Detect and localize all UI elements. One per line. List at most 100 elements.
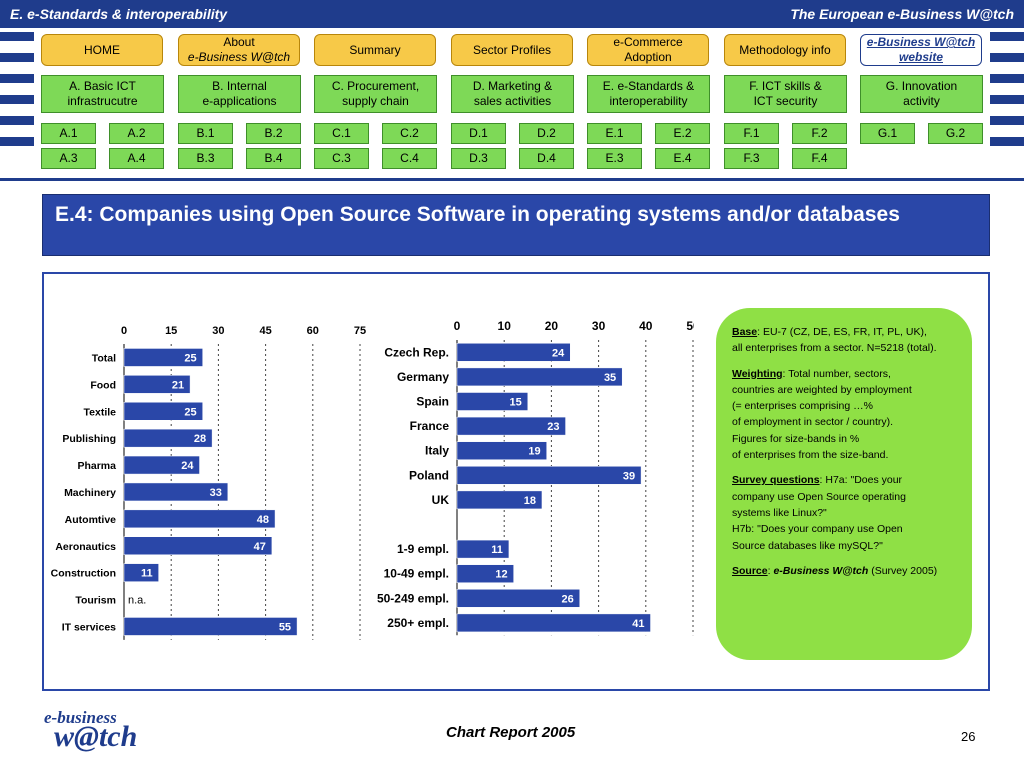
bar — [456, 490, 543, 510]
subsection-button-e-3[interactable]: E.3 — [587, 148, 642, 169]
value-label: 11 — [141, 568, 153, 580]
category-label: 10-49 empl. — [384, 567, 449, 581]
subsection-button-e-4[interactable]: E.4 — [655, 148, 710, 169]
category-button-f[interactable]: F. ICT skills & ICT security — [724, 75, 847, 113]
bar — [456, 343, 571, 362]
category-label: France — [410, 419, 450, 433]
bar — [123, 536, 273, 555]
x-tick-label: 30 — [592, 319, 606, 333]
subsection-button-g-2[interactable]: G.2 — [928, 123, 983, 144]
subsection-button-b-3[interactable]: B.3 — [178, 148, 233, 169]
value-label: 15 — [510, 397, 522, 409]
value-label: 24 — [552, 347, 565, 359]
x-tick-label: 45 — [259, 325, 271, 337]
bar — [456, 367, 623, 387]
subsection-button-e-1[interactable]: E.1 — [587, 123, 642, 144]
bar — [123, 402, 203, 421]
note-weighting-line: countries are weighted by employment — [732, 383, 912, 396]
header-section-title: E. e-Standards & interoperability — [10, 6, 228, 22]
value-label: 23 — [547, 421, 559, 433]
subsection-button-f-3[interactable]: F.3 — [724, 148, 779, 169]
category-label: Publishing — [62, 433, 116, 445]
note-base-line2: all enterprises from a sector. N=5218 (t… — [732, 342, 937, 355]
value-label: 33 — [210, 487, 222, 499]
bar — [123, 617, 298, 636]
note-survey-line: H7b: "Does your company use Open — [732, 523, 903, 536]
category-button-d[interactable]: D. Marketing & sales activities — [451, 75, 574, 113]
subsection-button-a-1[interactable]: A.1 — [41, 123, 96, 144]
value-label: 28 — [194, 433, 206, 445]
note-survey-line: Source databases like mySQL?" — [732, 539, 883, 552]
note-weighting-line: of employment in sector / country). — [732, 416, 894, 429]
category-button-b[interactable]: B. Internal e-applications — [178, 75, 301, 113]
category-button-a[interactable]: A. Basic ICT infrastrucutre — [41, 75, 164, 113]
subsection-button-c-4[interactable]: C.4 — [382, 148, 437, 169]
subsection-button-e-2[interactable]: E.2 — [655, 123, 710, 144]
subsection-button-c-2[interactable]: C.2 — [382, 123, 437, 144]
bar — [456, 441, 547, 460]
nav-home-button[interactable]: HOME — [41, 34, 163, 66]
category-label: Pharma — [77, 460, 116, 472]
subsection-button-a-3[interactable]: A.3 — [41, 148, 96, 169]
category-label: Tourism — [75, 595, 116, 607]
subsection-button-f-2[interactable]: F.2 — [792, 123, 847, 144]
subsection-button-b-1[interactable]: B.1 — [178, 123, 233, 144]
category-label: 250+ empl. — [387, 616, 449, 630]
left-stripes-decoration — [0, 32, 34, 158]
subsection-button-c-3[interactable]: C.3 — [314, 148, 369, 169]
category-label: Spain — [416, 395, 449, 409]
nav-sector-profiles-button[interactable]: Sector Profiles — [451, 34, 573, 66]
country-size-bar-chart: 0 10 20 30 40 50 Czech Rep. 24 Germany 35 Spain 15 F… — [377, 319, 694, 636]
bar — [456, 539, 510, 559]
category-label: Construction — [51, 568, 116, 580]
value-label: 41 — [632, 618, 644, 630]
nav-about-button[interactable]: About e-Business W@tch — [178, 34, 300, 66]
subsection-button-f-4[interactable]: F.4 — [792, 148, 847, 169]
x-tick-label: 10 — [498, 319, 512, 333]
value-label: 35 — [604, 372, 616, 384]
subsection-button-d-1[interactable]: D.1 — [451, 123, 506, 144]
header-publication-title: The European e-Business W@tch — [790, 6, 1014, 22]
category-button-g[interactable]: G. Innovation activity — [860, 75, 983, 113]
value-label: 55 — [279, 621, 291, 633]
subsection-button-d-3[interactable]: D.3 — [451, 148, 506, 169]
navigation-area: HOME About e-Business W@tch Summary Secto… — [0, 28, 1024, 181]
note-source: Source: e-Business W@tch (Survey 2005) — [732, 564, 938, 577]
category-button-c[interactable]: C. Procurement, supply chain — [314, 75, 437, 113]
category-label: Italy — [425, 444, 449, 458]
bar — [456, 466, 642, 485]
subsection-button-a-4[interactable]: A.4 — [109, 148, 164, 169]
nav-ecommerce-adoption-button[interactable]: e-Commerce Adoption — [587, 34, 709, 66]
note-weighting-line: (= enterprises comprising …% — [732, 400, 873, 413]
category-label: Textile — [84, 406, 117, 418]
x-tick-label: 30 — [212, 325, 224, 337]
category-label: Food — [90, 379, 116, 391]
subsection-button-b-4[interactable]: B.4 — [246, 148, 301, 169]
subsection-button-a-2[interactable]: A.2 — [109, 123, 164, 144]
bar — [456, 589, 580, 608]
subsection-button-c-1[interactable]: C.1 — [314, 123, 369, 144]
note-weighting: Weighting: Total number, sectors, — [732, 367, 891, 380]
nav-methodology-button[interactable]: Methodology info — [724, 34, 846, 66]
value-label: 11 — [491, 544, 503, 556]
note-base: Base: EU-7 (CZ, DE, ES, FR, IT, PL, UK), — [732, 326, 927, 338]
x-tick-label: 75 — [354, 325, 366, 337]
subsection-button-d-4[interactable]: D.4 — [519, 148, 574, 169]
x-tick-label: 0 — [121, 325, 127, 337]
value-label: 18 — [524, 495, 536, 507]
header-bar: E. e-Standards & interoperability The Eu… — [0, 0, 1024, 28]
category-label: Machinery — [64, 487, 116, 499]
subsection-button-f-1[interactable]: F.1 — [724, 123, 779, 144]
right-stripes-decoration — [990, 32, 1024, 158]
note-weighting-line: of enterprises from the size-band. — [732, 449, 889, 462]
subsection-button-b-2[interactable]: B.2 — [246, 123, 301, 144]
category-button-e[interactable]: E. e-Standards & interoperability — [587, 75, 710, 113]
nav-summary-button[interactable]: Summary — [314, 34, 436, 66]
nav-website-link[interactable]: e-Business W@tch website — [860, 34, 982, 66]
subsection-button-g-1[interactable]: G.1 — [860, 123, 915, 144]
category-label: Poland — [409, 468, 449, 482]
subsection-button-d-2[interactable]: D.2 — [519, 123, 574, 144]
category-label: 1-9 empl. — [397, 542, 449, 556]
x-tick-label: 60 — [307, 325, 319, 337]
value-label: 24 — [181, 460, 194, 472]
